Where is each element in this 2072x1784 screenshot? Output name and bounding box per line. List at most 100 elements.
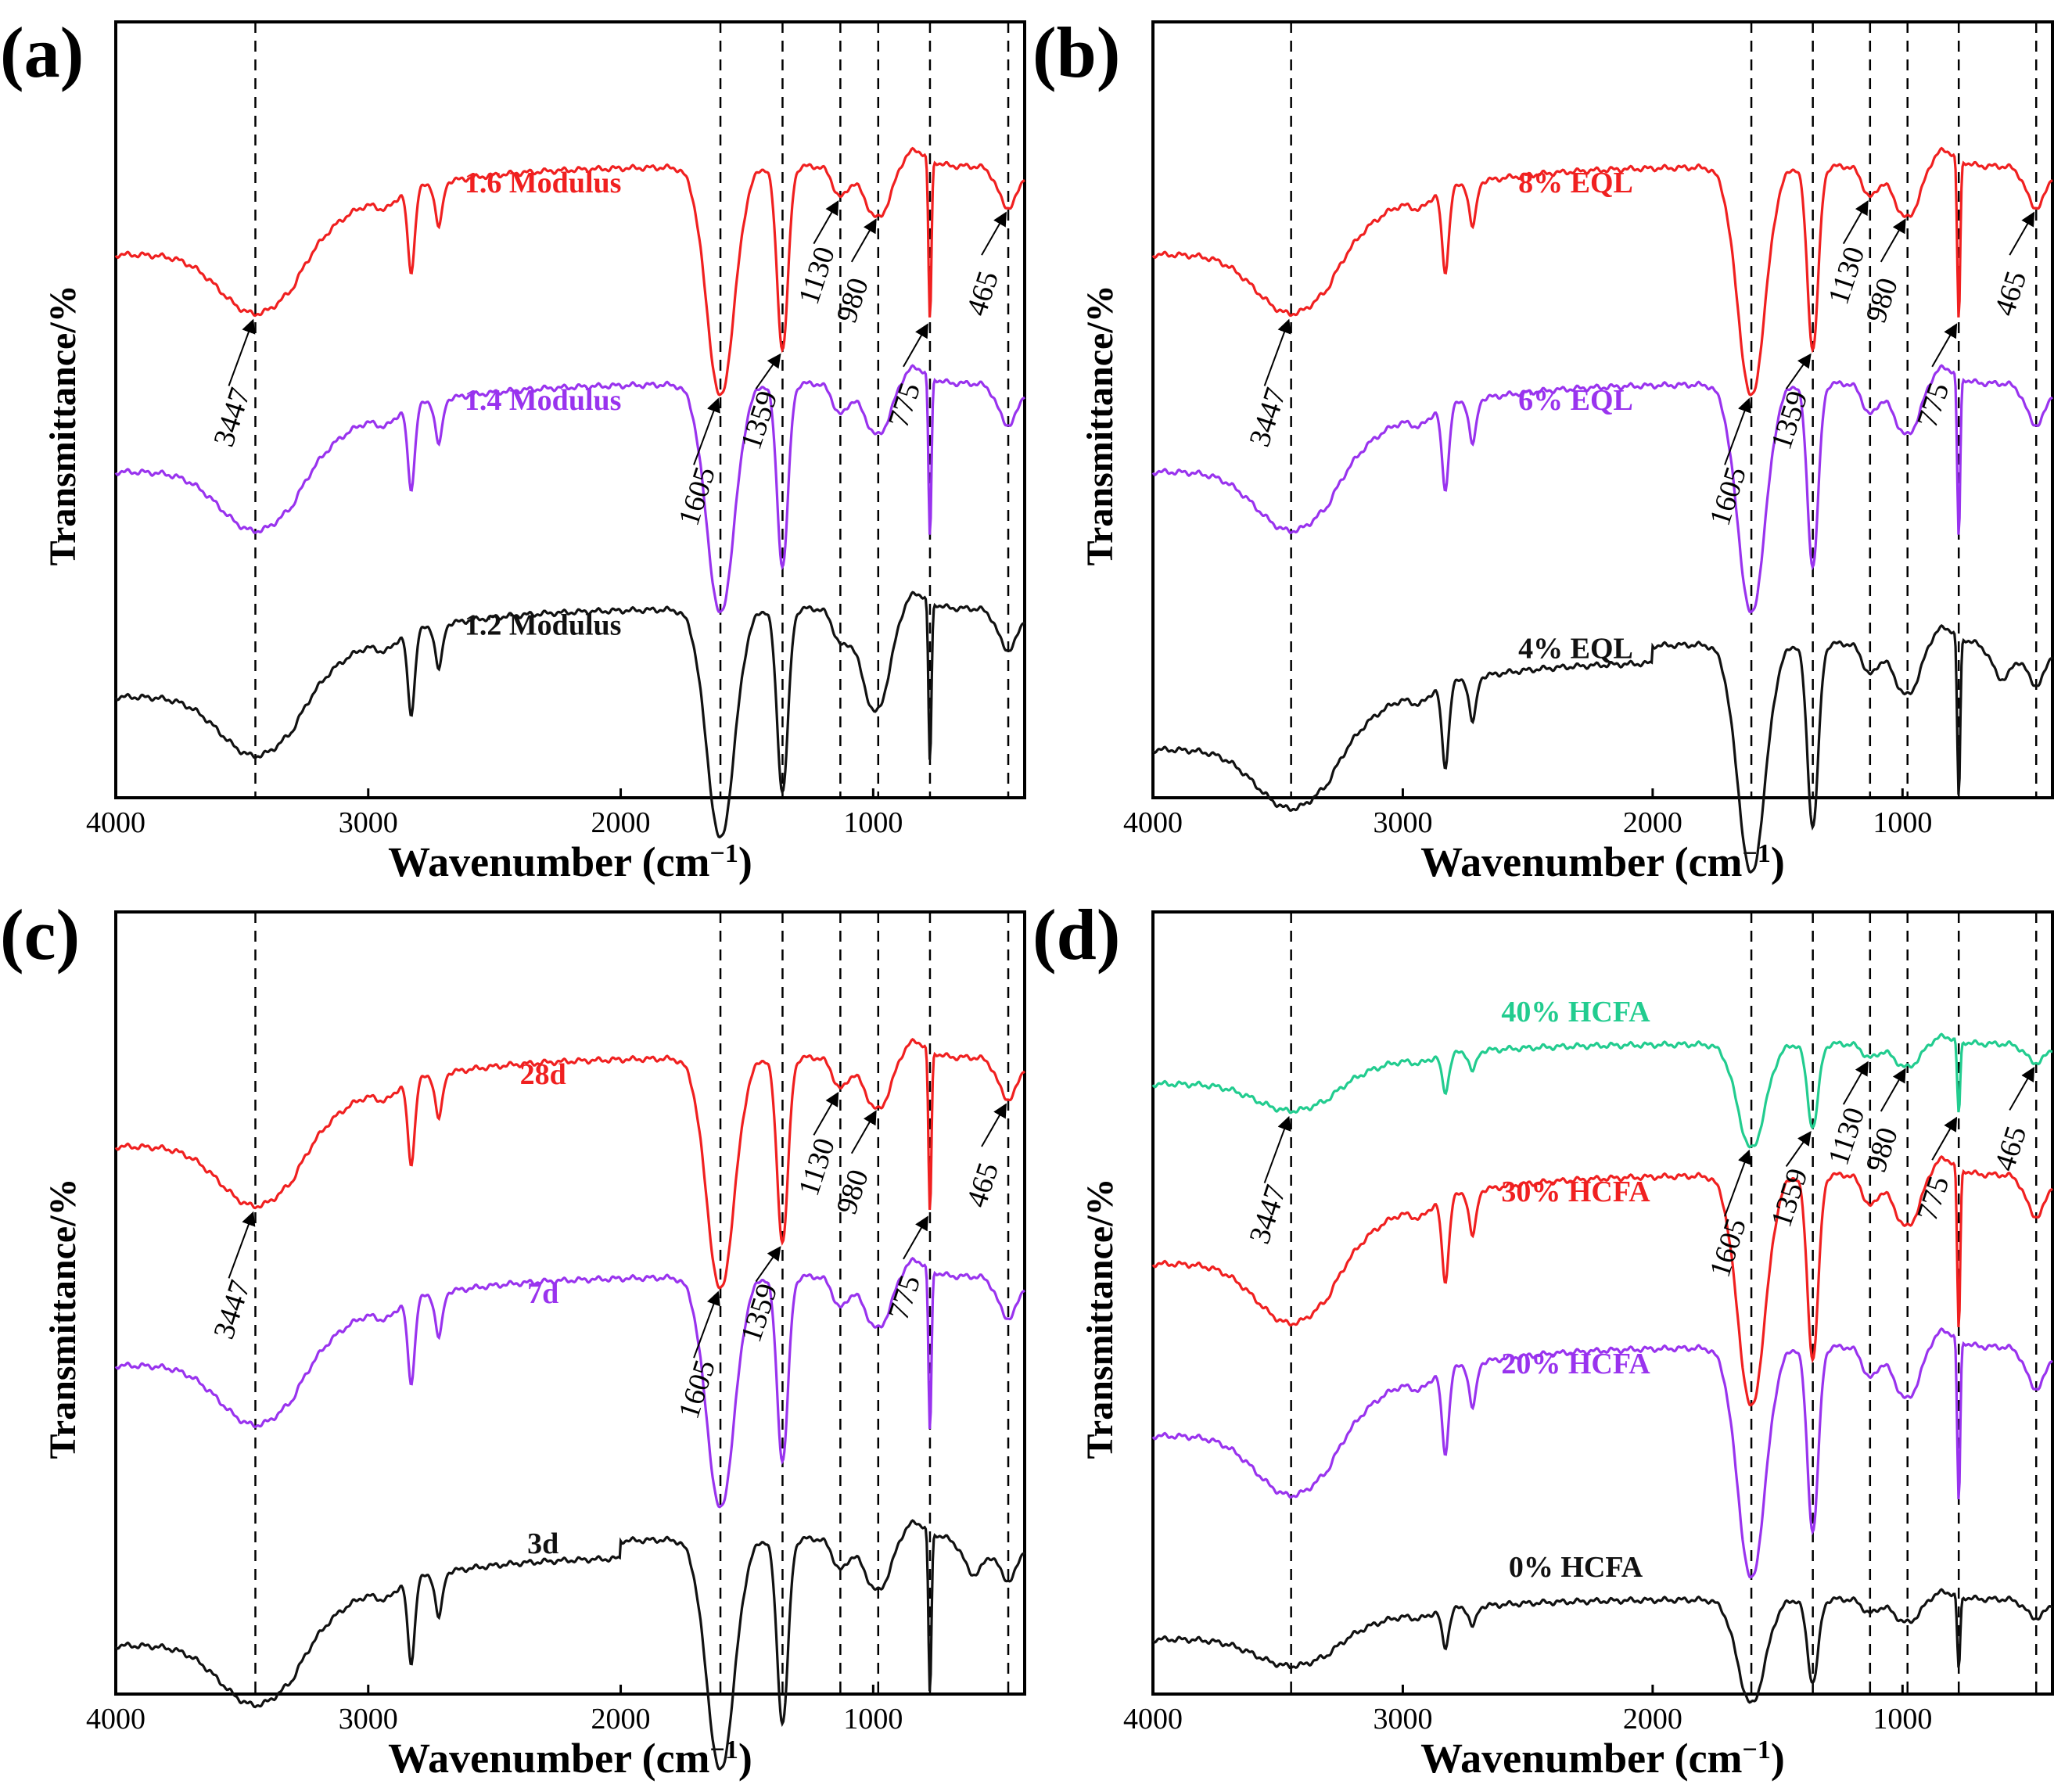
annotation-arrow — [755, 1246, 781, 1283]
peak-label: 1359 — [1765, 1165, 1814, 1231]
annotation-arrow — [981, 211, 1007, 256]
y-axis-label: Transmittance/% — [1079, 285, 1121, 565]
plot-frame — [114, 20, 1026, 799]
panel-letter: (c) — [0, 895, 80, 975]
series-label: 30% HCFA — [1501, 1176, 1650, 1208]
annotation-arrow — [228, 318, 256, 386]
peak-label: 1359 — [734, 387, 784, 454]
peak-label: 1605 — [1704, 1215, 1753, 1281]
peak-label: 980 — [830, 1165, 875, 1218]
series-line-3 — [1151, 623, 2054, 874]
x-tick-label: 3000 — [1373, 1703, 1432, 1736]
annotation-arrow — [981, 1103, 1007, 1147]
annotation-arrow — [2009, 211, 2035, 256]
peak-label: 775 — [1911, 379, 1956, 431]
annotation-arrow — [813, 200, 839, 245]
series-label: 8% EQL — [1518, 167, 1633, 199]
series-label: 1.2 Modulus — [465, 609, 622, 642]
x-axis-label: Wavenumber (cm−1) — [1420, 838, 1785, 885]
series-line-3 — [1151, 1326, 2054, 1579]
series-label: 0% HCFA — [1509, 1551, 1643, 1584]
series-label: 4% EQL — [1518, 632, 1633, 665]
series-label: 1.4 Modulus — [465, 384, 622, 417]
annotation-arrow — [1263, 1115, 1291, 1183]
x-tick-label: 3000 — [1373, 806, 1432, 839]
x-tick-label: 1000 — [1873, 806, 1932, 839]
peak-label: 465 — [1988, 267, 2034, 320]
peak-label: 1130 — [1822, 242, 1871, 308]
peak-label: 1605 — [673, 463, 722, 529]
x-tick-label: 2000 — [591, 1703, 651, 1736]
annotation-arrow — [1842, 1061, 1869, 1105]
annotation-arrow — [1931, 1116, 1958, 1161]
peak-label: 3447 — [207, 384, 257, 450]
series-label: 40% HCFA — [1501, 996, 1650, 1028]
series-line-1 — [114, 1037, 1026, 1290]
panel-letter: (d) — [1032, 895, 1120, 975]
annotation-arrow — [2009, 1066, 2035, 1111]
x-axis-label: Wavenumber (cm−1) — [388, 838, 752, 885]
x-tick-label: 2000 — [1623, 806, 1682, 839]
annotation-arrow — [813, 1091, 839, 1136]
x-tick-label: 4000 — [86, 806, 145, 839]
annotation-arrow — [850, 1110, 877, 1154]
x-tick-label: 3000 — [339, 806, 398, 839]
annotation-arrow — [755, 353, 781, 389]
peak-label: 465 — [961, 267, 1006, 320]
peak-label: 1605 — [673, 1356, 722, 1423]
chart-panel-2: (b) 4000 3000 2000 1000 Wavenumber (cm−1) Tran… — [1032, 13, 2054, 885]
series-line-1 — [1151, 146, 2053, 397]
peak-label: 1130 — [792, 1134, 842, 1200]
series-line-2 — [1151, 1154, 2054, 1407]
x-tick-label: 1000 — [1873, 1703, 1932, 1736]
peak-label: 3447 — [1243, 384, 1292, 450]
x-tick-label: 4000 — [1123, 806, 1183, 839]
x-tick-label: 1000 — [843, 1703, 903, 1736]
annotation-arrow — [1842, 200, 1869, 245]
x-axis-label: Wavenumber (cm−1) — [388, 1735, 752, 1782]
peak-label: 980 — [1859, 274, 1905, 326]
annotation-arrow — [1263, 318, 1291, 386]
peak-label: 1359 — [734, 1280, 784, 1346]
peak-label: 980 — [1859, 1124, 1905, 1176]
chart-panel-1: (a) 4000 3000 2000 1000 Wavenumber (cm−1) Tran… — [0, 13, 1026, 885]
x-tick-label: 4000 — [86, 1703, 145, 1736]
annotation-arrow — [693, 1290, 720, 1359]
peak-label: 3447 — [207, 1276, 257, 1343]
peak-label: 775 — [882, 379, 928, 431]
peak-label: 775 — [1911, 1172, 1956, 1225]
annotation-arrow — [228, 1211, 256, 1279]
annotation-arrow — [1785, 1130, 1812, 1168]
annotation-arrow — [1724, 397, 1751, 465]
annotation-arrow — [903, 1215, 928, 1260]
series-label: 20% HCFA — [1501, 1348, 1650, 1380]
y-axis-label: Transmittance/% — [42, 1178, 84, 1459]
x-tick-label: 3000 — [339, 1703, 398, 1736]
chart-panel-3: (c) 4000 3000 2000 1000 Wavenumber (cm−1) Tran… — [0, 895, 1026, 1782]
annotation-arrow — [1880, 218, 1906, 263]
series-label: 3d — [527, 1527, 558, 1560]
y-axis-label: Transmittance/% — [42, 285, 84, 565]
plot-frame — [1151, 910, 2054, 1696]
x-tick-label: 2000 — [591, 806, 651, 839]
peak-label: 1359 — [1765, 387, 1814, 454]
plot-frame — [114, 910, 1026, 1696]
series-label: 6% EQL — [1518, 384, 1633, 417]
plot-frame — [1151, 20, 2054, 799]
series-line-3 — [114, 590, 1026, 839]
peak-label: 980 — [830, 274, 875, 326]
annotation-arrow — [1880, 1068, 1906, 1112]
series-label: 1.6 Modulus — [465, 167, 622, 199]
x-axis-label: Wavenumber (cm−1) — [1420, 1735, 1785, 1782]
chart-panel-4: (d) 4000 3000 2000 1000 Wavenumber (cm−1) Tran… — [1032, 895, 2054, 1782]
x-tick-label: 1000 — [843, 806, 903, 839]
series-label: 28d — [520, 1058, 566, 1091]
series-line-2 — [1151, 364, 2054, 614]
peak-label: 465 — [1988, 1122, 2034, 1175]
peak-label: 1605 — [1704, 463, 1753, 529]
peak-label: 775 — [882, 1271, 928, 1323]
x-tick-label: 4000 — [1123, 1703, 1183, 1736]
y-axis-label: Transmittance/% — [1079, 1178, 1121, 1459]
peak-label: 3447 — [1243, 1181, 1292, 1247]
